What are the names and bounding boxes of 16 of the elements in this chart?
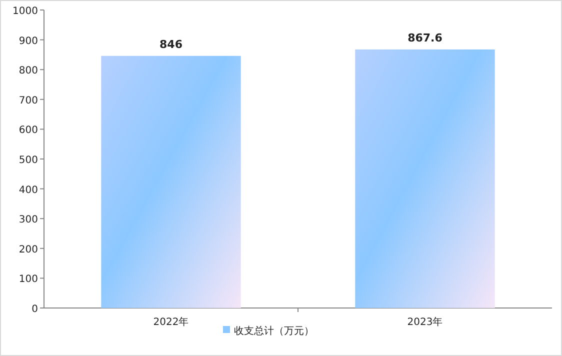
data-label: 846 xyxy=(160,38,183,51)
y-tick-label: 200 xyxy=(18,244,38,256)
data-label: 867.6 xyxy=(408,31,443,44)
y-tick-label: 0 xyxy=(32,304,38,315)
y-tick-label: 1000 xyxy=(12,6,38,17)
y-tick-label: 800 xyxy=(18,66,38,77)
x-tick-label: 2022年 xyxy=(153,316,189,328)
legend-label: 收支总计（万元） xyxy=(234,325,314,337)
y-tick-label: 600 xyxy=(18,125,38,136)
y-tick-label: 900 xyxy=(18,36,38,47)
y-tick-label: 400 xyxy=(18,184,38,196)
y-tick-label: 300 xyxy=(18,214,38,226)
y-tick-label: 500 xyxy=(18,155,38,166)
y-tick-label: 100 xyxy=(18,274,38,286)
x-tick-label: 2023年 xyxy=(407,316,443,328)
y-tick-label: 700 xyxy=(18,95,38,106)
